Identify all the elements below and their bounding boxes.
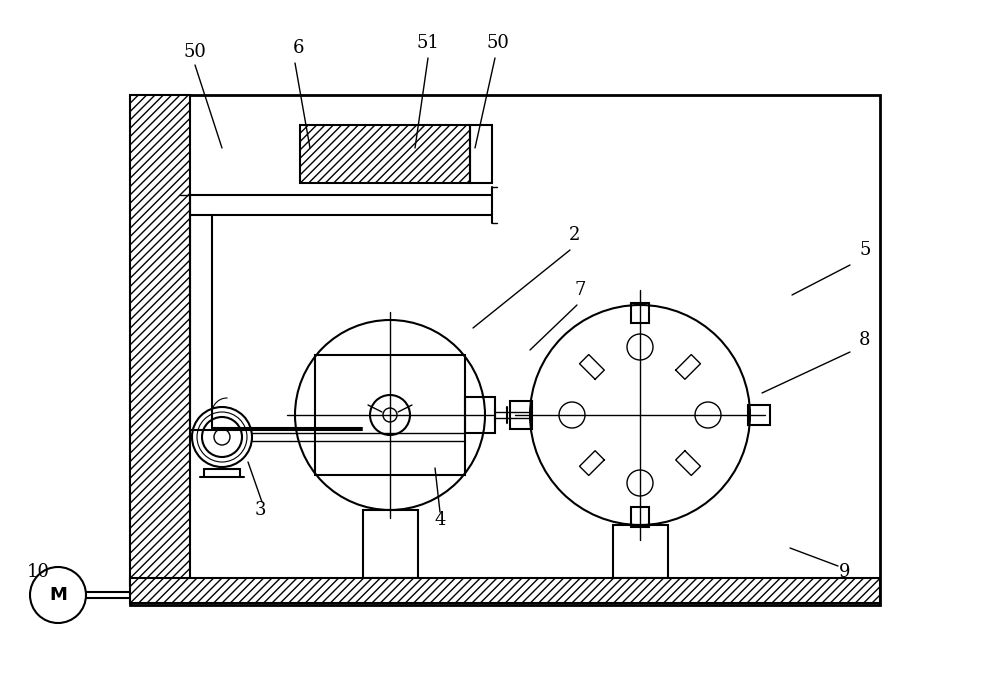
Bar	[465, 397, 495, 433]
Text: 51: 51	[417, 34, 439, 52]
Bar	[300, 125, 470, 183]
Bar	[315, 355, 465, 475]
Text: 50: 50	[487, 34, 509, 52]
Text: 2: 2	[569, 226, 581, 244]
Text: 6: 6	[292, 39, 304, 57]
Bar	[631, 507, 649, 527]
Bar	[130, 578, 880, 603]
Bar	[470, 125, 492, 183]
Text: 4: 4	[434, 511, 446, 529]
Bar	[510, 401, 532, 429]
Bar	[631, 303, 649, 323]
Text: 8: 8	[859, 331, 871, 349]
Text: 9: 9	[839, 563, 851, 581]
Bar	[130, 95, 190, 585]
Text: M: M	[49, 586, 67, 604]
Bar	[130, 95, 880, 605]
Text: 10: 10	[26, 563, 50, 581]
Bar	[363, 510, 418, 578]
Text: 7: 7	[574, 281, 586, 299]
Text: 3: 3	[254, 501, 266, 519]
Text: 50: 50	[184, 43, 206, 61]
Text: 5: 5	[859, 241, 871, 259]
Bar	[748, 405, 770, 425]
Bar	[613, 525, 668, 578]
